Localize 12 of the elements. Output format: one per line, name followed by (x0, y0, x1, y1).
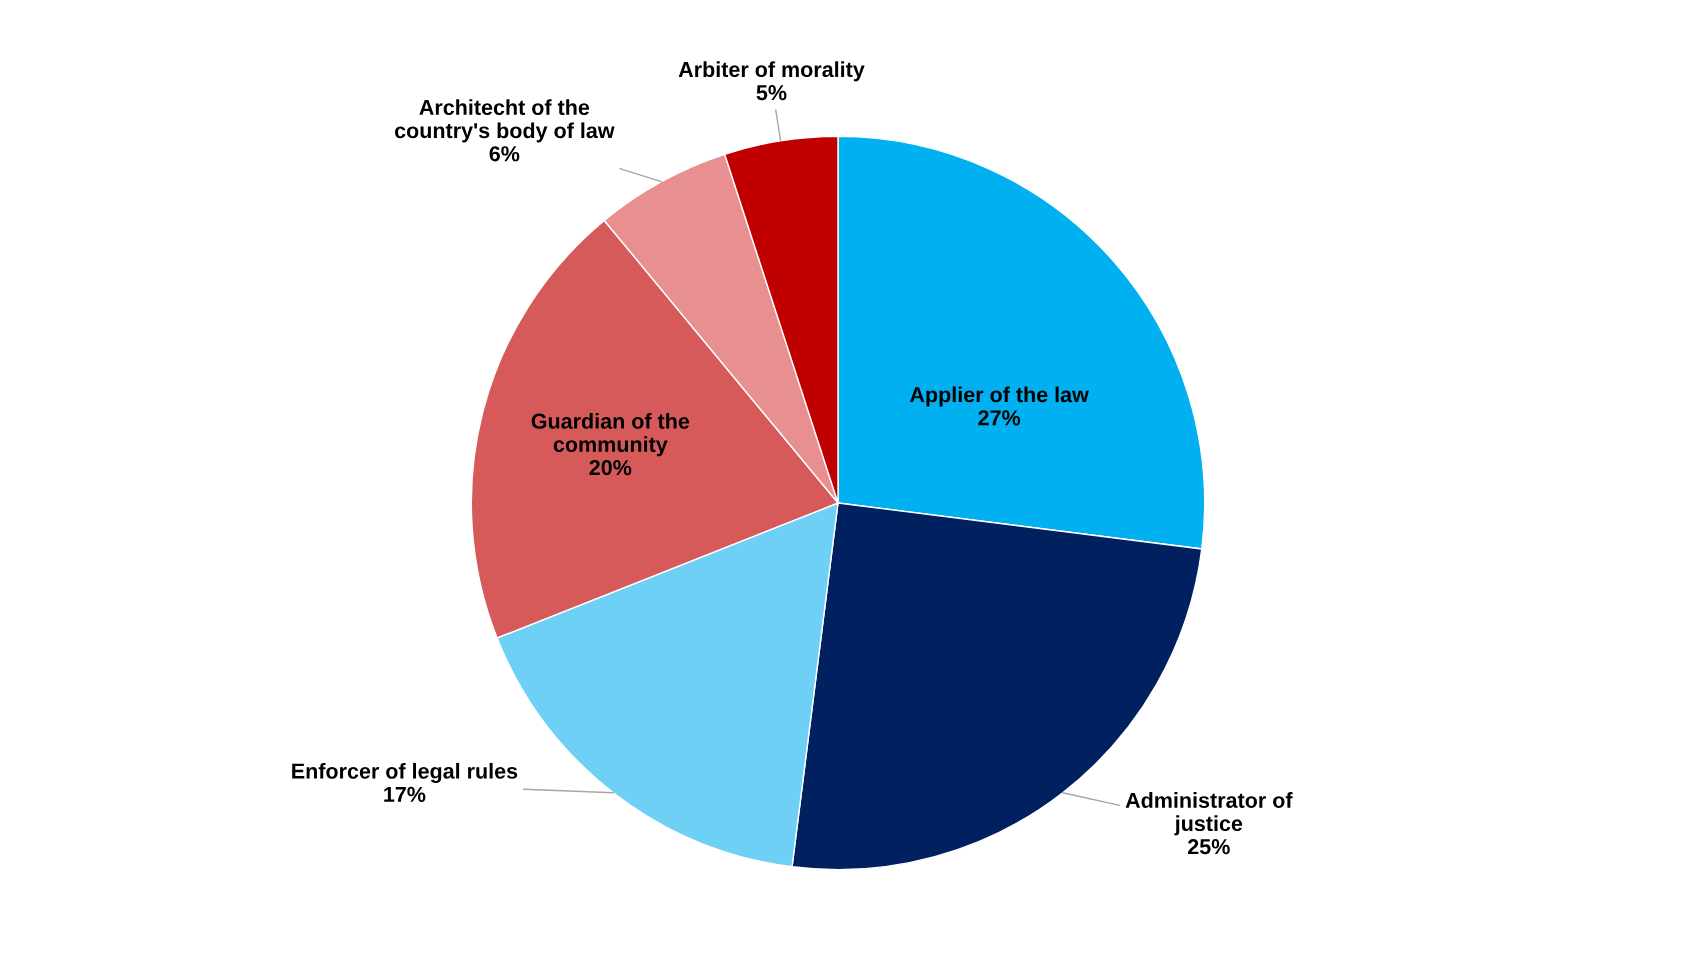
data-label: 27% (978, 410, 1021, 426)
slice-label: Administrator of justice (1125, 792, 1293, 836)
data-label: 5% (756, 85, 787, 101)
slice-label: Arbiter of morality (678, 61, 865, 82)
slice-label: Guardian of the community (531, 413, 690, 457)
slice-label: Enforcer of legal rules (292, 762, 518, 784)
slice-label: Applier of the law (909, 386, 1089, 407)
data-label: 17% (384, 786, 426, 802)
data-label: 25% (1188, 839, 1230, 855)
data-label: 6% (489, 146, 520, 162)
data-label: 20% (589, 459, 632, 476)
slice-label: Architecht of the country's body of law (394, 99, 615, 143)
